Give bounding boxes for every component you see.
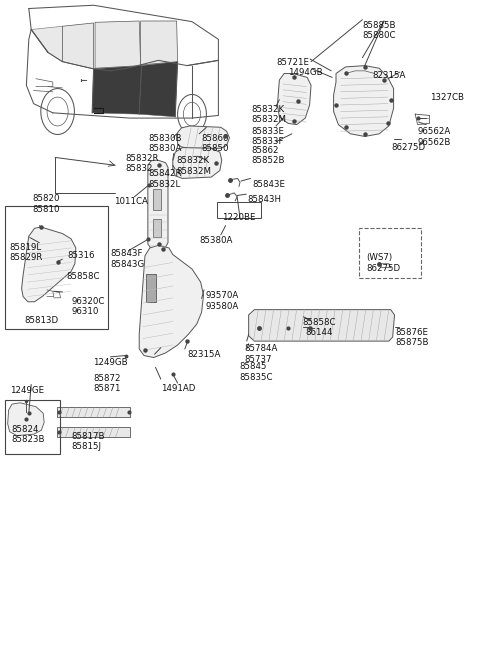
Polygon shape (31, 26, 62, 62)
Text: 85832K
85832M: 85832K 85832M (177, 156, 212, 176)
Text: 85721E: 85721E (276, 58, 309, 67)
Polygon shape (334, 66, 394, 136)
Text: 85784A
85737: 85784A 85737 (245, 344, 278, 364)
Text: 85872
85871: 85872 85871 (93, 374, 120, 394)
Text: 85380A: 85380A (199, 236, 233, 245)
Bar (359, 228, 421, 278)
Text: 85824
85823B: 85824 85823B (12, 425, 45, 445)
Text: 86275D: 86275D (391, 143, 425, 152)
Bar (146, 274, 156, 302)
Text: 85845
85835C: 85845 85835C (239, 362, 273, 382)
Text: 85833E
85833F: 85833E 85833F (252, 127, 285, 146)
Text: 85862
85852B: 85862 85852B (252, 146, 285, 165)
Text: 1494GB: 1494GB (288, 68, 323, 77)
Text: 86144: 86144 (305, 328, 333, 337)
Text: 82315A: 82315A (187, 350, 221, 359)
Text: 1327CB: 1327CB (430, 93, 464, 102)
Polygon shape (277, 73, 311, 125)
Text: 93570A
93580A: 93570A 93580A (205, 291, 239, 311)
Bar (5, 400, 60, 454)
Bar (217, 202, 261, 218)
Text: 96320C
96310: 96320C 96310 (71, 297, 105, 316)
Polygon shape (92, 66, 142, 114)
Text: 85316: 85316 (67, 251, 95, 260)
Bar (153, 189, 161, 210)
Text: 1491AD: 1491AD (161, 384, 195, 393)
Text: 85858C: 85858C (302, 318, 336, 327)
Text: 85842R
85832L: 85842R 85832L (149, 169, 182, 189)
Polygon shape (148, 160, 168, 251)
Bar (5, 206, 108, 329)
Text: 85817B
85815J: 85817B 85815J (71, 432, 105, 451)
Text: 1011CA: 1011CA (114, 197, 148, 206)
Text: 85843H: 85843H (247, 195, 281, 205)
Polygon shape (22, 227, 76, 302)
Text: 85858C: 85858C (66, 272, 100, 281)
Polygon shape (62, 23, 94, 69)
Polygon shape (8, 403, 44, 436)
Text: (WS7)
86275D: (WS7) 86275D (366, 253, 400, 273)
Text: 85813D: 85813D (24, 316, 58, 325)
Text: 85860
85850: 85860 85850 (202, 134, 229, 154)
Text: 96562A
96562B: 96562A 96562B (418, 127, 451, 147)
Polygon shape (173, 148, 222, 178)
Text: 85830B
85830A: 85830B 85830A (149, 134, 182, 154)
Polygon shape (139, 62, 178, 117)
Text: 1249GB: 1249GB (93, 358, 128, 367)
Text: 85843F
85843G: 85843F 85843G (110, 249, 144, 269)
Text: 85832R
85832: 85832R 85832 (126, 154, 159, 173)
Text: 82315A: 82315A (372, 71, 406, 80)
Text: 85885B
85880C: 85885B 85880C (362, 21, 396, 41)
Text: 85819L
85829R: 85819L 85829R (10, 243, 43, 262)
Text: 85820
85810: 85820 85810 (33, 194, 60, 214)
Bar (57, 407, 130, 417)
Polygon shape (178, 126, 229, 148)
Polygon shape (141, 21, 178, 65)
Text: 1249GE: 1249GE (10, 386, 44, 395)
Polygon shape (95, 21, 141, 68)
Text: 1220BE: 1220BE (222, 213, 255, 222)
Bar (57, 427, 130, 437)
Bar (153, 219, 161, 237)
Text: 85876E
85875B: 85876E 85875B (396, 328, 429, 348)
Polygon shape (249, 310, 395, 341)
Text: 85832K
85832M: 85832K 85832M (252, 105, 287, 125)
Polygon shape (139, 245, 204, 358)
Text: 85843E: 85843E (252, 180, 285, 189)
